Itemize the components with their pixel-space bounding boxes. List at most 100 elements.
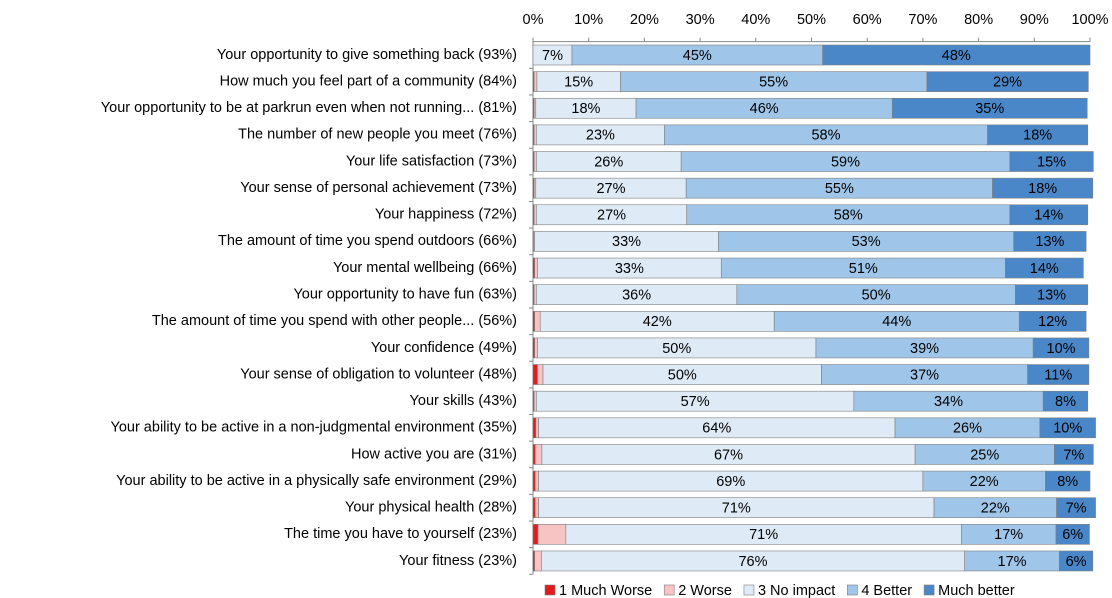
data-label: 22% <box>970 474 999 490</box>
y-tick-label: Your happiness (72%) <box>375 207 517 223</box>
y-tick-label: Your fitness (23%) <box>399 553 517 569</box>
bar-segment <box>1027 364 1090 385</box>
data-label: 71% <box>722 501 751 517</box>
y-tick-label: Your confidence (49%) <box>371 340 517 356</box>
data-label: 44% <box>882 314 911 330</box>
y-tick-label: Your life satisfaction (73%) <box>346 153 517 169</box>
data-label: 51% <box>849 261 878 277</box>
data-label: 33% <box>612 234 641 250</box>
bar-segment <box>987 124 1089 146</box>
data-label: 18% <box>1028 181 1057 197</box>
bar-segment <box>537 524 567 545</box>
data-label: 12% <box>1038 314 1067 330</box>
data-label: 76% <box>738 554 767 570</box>
bar-segment <box>534 444 543 465</box>
data-label: 45% <box>683 48 712 64</box>
bar-segment <box>533 124 537 146</box>
data-label: 7% <box>542 48 563 64</box>
data-label: 29% <box>993 74 1022 90</box>
bar-segment <box>926 71 1089 92</box>
data-label: 11% <box>1044 367 1072 383</box>
y-tick-label: The number of new people you meet (76%) <box>238 127 517 143</box>
data-label: 50% <box>668 367 697 383</box>
data-label: 53% <box>852 234 881 250</box>
y-tick-label: Your opportunity to be at parkrun even w… <box>101 100 517 116</box>
data-label: 8% <box>1057 474 1078 490</box>
y-tick-label: Your skills (43%) <box>410 393 517 409</box>
legend-swatch <box>923 584 935 596</box>
bar-segment <box>1013 231 1087 252</box>
bar-segment <box>1055 524 1090 545</box>
data-label: 6% <box>1062 527 1083 543</box>
data-label: 37% <box>910 367 939 383</box>
bar-segment <box>1018 310 1087 332</box>
data-label: 69% <box>716 474 745 490</box>
data-label: 57% <box>681 394 710 410</box>
y-tick-label: Your ability to be active in a non-judgm… <box>110 420 517 436</box>
y-tick-label: The time you have to yourself (23%) <box>284 526 517 542</box>
y-tick-label: The amount of time you spend with other … <box>152 313 517 329</box>
data-label: 42% <box>643 314 672 330</box>
data-label: 23% <box>586 128 615 144</box>
bar-segment <box>1015 284 1089 305</box>
bar-segment <box>534 257 538 279</box>
legend-swatch <box>743 584 755 596</box>
x-tick-label: 20% <box>630 12 659 28</box>
data-label: 22% <box>981 501 1010 517</box>
data-label: 7% <box>1063 447 1084 463</box>
y-tick-label: Your ability to be active in a physicall… <box>116 473 517 489</box>
y-tick-label: Your opportunity to have fun (63%) <box>293 286 517 302</box>
legend-label: 2 Worse <box>678 583 732 598</box>
data-label: 58% <box>834 208 863 224</box>
data-label: 48% <box>942 48 971 64</box>
data-label: 34% <box>934 394 963 410</box>
data-label: 6% <box>1066 554 1087 570</box>
y-tick-label: Your opportunity to give something back … <box>217 47 517 63</box>
data-label: 25% <box>970 447 999 463</box>
bar-segment <box>532 470 536 492</box>
data-label: 50% <box>862 287 891 303</box>
data-label: 27% <box>596 181 625 197</box>
data-label: 14% <box>1030 261 1059 277</box>
data-label: 7% <box>1066 501 1087 517</box>
x-tick-label: 40% <box>741 12 770 28</box>
bar-segment <box>1009 151 1094 172</box>
bar-segment <box>532 524 539 545</box>
bar-segment <box>1009 204 1089 226</box>
bar-segment <box>535 417 539 439</box>
bar-segment <box>1056 497 1096 519</box>
x-tick-label: 10% <box>574 12 603 28</box>
x-tick-label: 70% <box>908 12 937 28</box>
x-tick-label: 100% <box>1071 12 1108 28</box>
data-label: 59% <box>831 154 860 170</box>
data-label: 71% <box>749 527 778 543</box>
bar-segment <box>534 550 542 572</box>
bar-segment <box>537 364 544 385</box>
data-label: 14% <box>1034 208 1063 224</box>
data-label: 33% <box>615 261 644 277</box>
data-label: 15% <box>1037 154 1066 170</box>
x-tick-label: 80% <box>964 12 993 28</box>
x-tick-label: 0% <box>523 12 544 28</box>
data-label: 15% <box>564 74 593 90</box>
data-label: 18% <box>1023 128 1052 144</box>
bar-segment <box>1054 444 1094 465</box>
y-tick-label: How much you feel part of a community (8… <box>220 73 517 89</box>
legend-label: 4 Better <box>861 583 912 598</box>
bar-segment <box>1032 337 1090 359</box>
data-label: 50% <box>662 341 691 357</box>
data-label: 10% <box>1053 421 1082 437</box>
data-label: 35% <box>975 101 1004 117</box>
data-label: 13% <box>1035 234 1064 250</box>
data-label: 13% <box>1037 287 1066 303</box>
bar-segment <box>533 284 537 305</box>
data-label: 26% <box>594 154 623 170</box>
bar-segment <box>534 337 538 359</box>
bar-segment <box>533 204 537 226</box>
data-label: 46% <box>750 101 779 117</box>
y-tick-label: Your sense of obligation to volunteer (4… <box>240 366 517 382</box>
legend-label: Much better <box>938 583 1015 598</box>
data-label: 55% <box>759 74 788 90</box>
bar-segment <box>1045 470 1091 492</box>
